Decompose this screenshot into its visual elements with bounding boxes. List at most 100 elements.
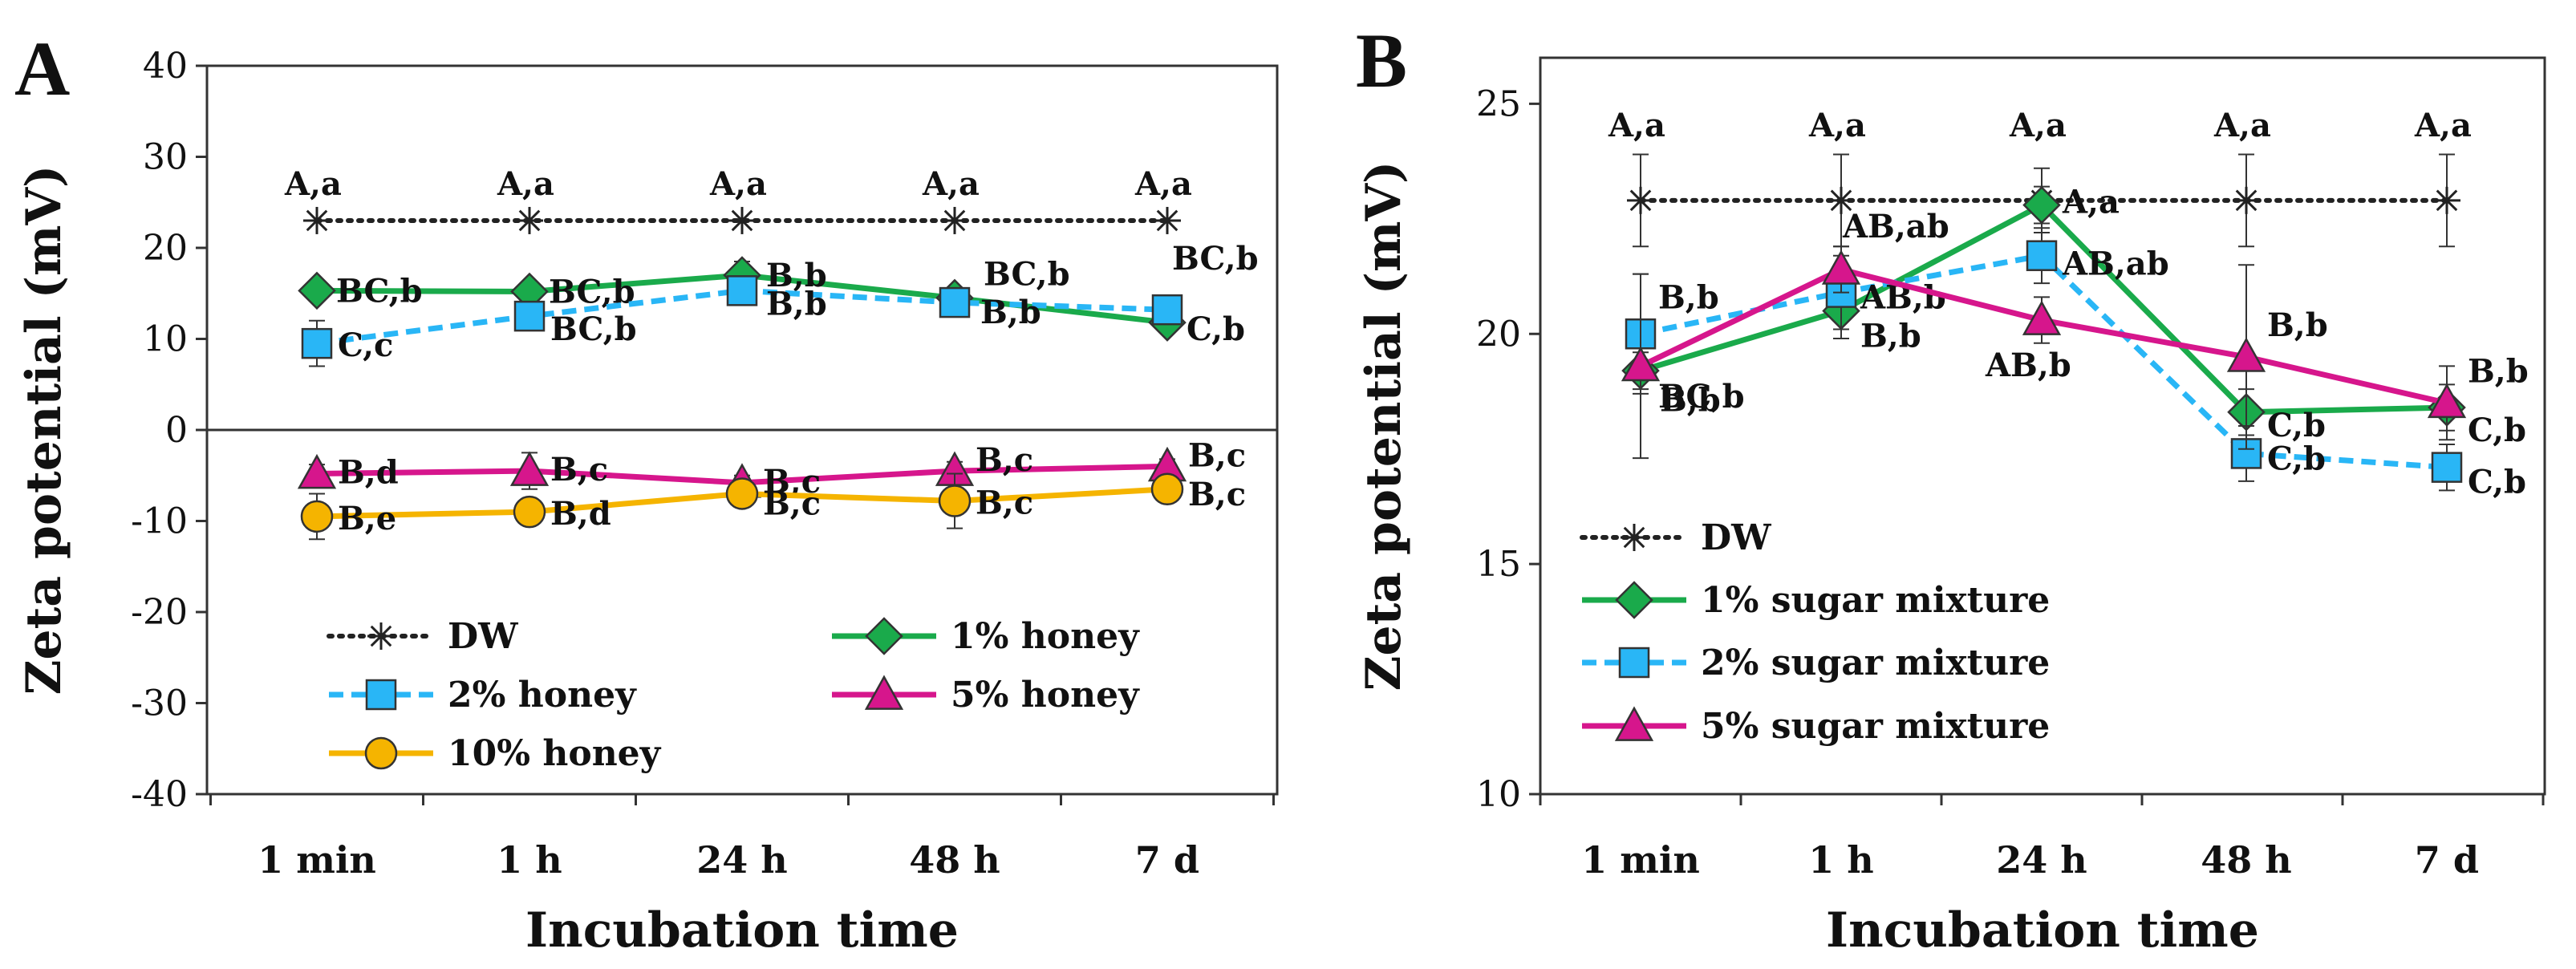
significance-label: B,b [980, 294, 1041, 331]
y-tick-label: -10 [131, 501, 188, 542]
legend-marker-dw [367, 622, 395, 650]
y-tick-label: -40 [131, 774, 188, 815]
y-tick-label: 25 [1476, 83, 1521, 124]
significance-label: A,a [2213, 107, 2271, 144]
legend-label: DW [1701, 517, 1771, 558]
significance-label: BC,b [984, 255, 1070, 293]
legend-marker-five_pct [1614, 706, 1654, 741]
data-point-dw [1627, 186, 1654, 214]
panel-letter: B [1356, 18, 1407, 103]
legend: DW 1% sugar mixture 2% sugar mixture 5% sug… [1580, 517, 2050, 747]
data-point-five_pct [2022, 300, 2062, 335]
data-point-dw-stroke [2235, 189, 2258, 212]
data-point-two_pct [2026, 240, 2058, 271]
y-tick-label: 20 [143, 228, 188, 269]
data-point-dw-stroke [943, 209, 966, 232]
significance-label: C,b [1187, 310, 1245, 348]
y-tick-label: 20 [1476, 314, 1521, 355]
significance-label: AB,b [1985, 347, 2071, 384]
significance-label: AB,ab [2062, 245, 2169, 283]
legend-marker-dw-stroke [1623, 526, 1645, 549]
significance-label: B,c [1188, 476, 1246, 513]
significance-label: C,b [2267, 440, 2326, 477]
data-point-ten_pct [513, 495, 546, 529]
significance-label: B,c [976, 484, 1033, 522]
legend-label: 2% sugar mixture [1701, 643, 2050, 683]
significance-label: BC,b [549, 273, 635, 310]
data-point-one_pct [298, 271, 336, 310]
significance-label: AB,ab [1842, 208, 1949, 245]
data-point-ten_pct [1150, 472, 1184, 506]
significance-label: A,a [2009, 107, 2067, 144]
data-point-five_pct [2226, 337, 2266, 372]
x-tick-label: 48 h [2201, 838, 2291, 882]
y-tick-label: 0 [165, 410, 188, 451]
significance-label: C,b [2468, 464, 2526, 501]
series-ten_pct: B,e B,d B,c B,c B,c [300, 472, 1246, 541]
significance-label: C,b [2468, 412, 2526, 449]
legend-label: 1% honey [951, 616, 1140, 657]
x-tick-label: 1 h [1808, 838, 1873, 882]
data-point-dw [1154, 206, 1181, 234]
significance-label: B,b [2267, 306, 2328, 344]
data-point-dw-stroke [731, 209, 753, 232]
y-tick-label: 15 [1476, 544, 1521, 585]
legend-marker-ten_pct [364, 736, 398, 770]
legend-label: 5% sugar mixture [1701, 706, 2050, 747]
series-two_pct: B,b AB,b AB,ab C,b C,b [1625, 227, 2526, 501]
significance-label: B,c [1188, 436, 1246, 474]
significance-label: A,a [1808, 107, 1866, 144]
data-point-dw-stroke [1830, 189, 1852, 212]
data-point-dw-stroke [1629, 189, 1652, 212]
data-point-dw [2433, 186, 2460, 214]
data-point-dw-stroke [2436, 189, 2458, 212]
legend-label: DW [448, 616, 518, 657]
significance-label: B,b [1860, 318, 1921, 355]
legend-label: 5% honey [951, 675, 1140, 716]
data-point-five_pct [1821, 249, 1861, 285]
y-tick-label: 10 [143, 319, 188, 360]
x-tick-label: 1 h [497, 838, 562, 882]
plot-frame [1539, 56, 2546, 796]
significance-label: BC,b [1172, 240, 1259, 278]
legend-marker-two_pct [1618, 647, 1650, 679]
legend-marker-two_pct [365, 679, 397, 711]
x-tick-label: 24 h [696, 838, 787, 882]
significance-label: BC,b [336, 272, 423, 310]
significance-label: A,a [2414, 107, 2472, 144]
x-tick-label: 7 d [2415, 838, 2479, 882]
series-dw: A,a A,a A,a A,a A,a [284, 165, 1192, 234]
legend-marker-one_pct [865, 617, 903, 655]
y-tick-label: -20 [131, 592, 188, 633]
legend-label: 1% sugar mixture [1701, 580, 2050, 621]
data-point-two_pct [726, 275, 758, 306]
significance-label: BC,b [550, 310, 637, 348]
data-point-two_pct [513, 300, 546, 332]
data-point-two_pct [301, 327, 333, 359]
data-point-two_pct [2431, 452, 2463, 483]
legend: DW 1% honey 2% honey 5% honey 10% honey [327, 616, 1140, 774]
significance-label: B,e [338, 500, 396, 537]
data-point-dw-stroke [306, 209, 328, 232]
panel-a: A 40 30 20 10 0 -10 -20 -30 -40 1 min 1 h 24 h 48 h 7 … [14, 26, 1279, 959]
significance-label: B,c [976, 441, 1033, 479]
significance-label: B,c [550, 451, 608, 489]
panel-letter: A [14, 26, 70, 111]
data-point-one_pct [2022, 185, 2061, 225]
y-tick-label: -30 [131, 683, 188, 724]
series-two_pct: C,c BC,bB,b B,bBC,b [301, 240, 1259, 367]
x-tick-label: 1 min [1581, 838, 1700, 882]
y-tick-label: 30 [143, 137, 188, 178]
significance-label: B,c [763, 484, 821, 522]
data-point-dw [303, 206, 331, 234]
series-five_pct: B,b AB,ab AB,b B,b B,b [1621, 208, 2529, 460]
legend-marker-five_pct [864, 675, 904, 710]
legend-marker-one_pct [1615, 581, 1653, 619]
significance-label: C,c [338, 326, 393, 364]
series-one_pct: BC,b BC,b B,b BC,bC,b [298, 255, 1245, 348]
significance-label: A,a [709, 165, 767, 203]
data-point-two_pct [939, 286, 971, 318]
data-point-five_pct [2427, 383, 2467, 419]
x-tick-label: 7 d [1135, 838, 1199, 882]
x-tick-label: 1 min [258, 838, 376, 882]
